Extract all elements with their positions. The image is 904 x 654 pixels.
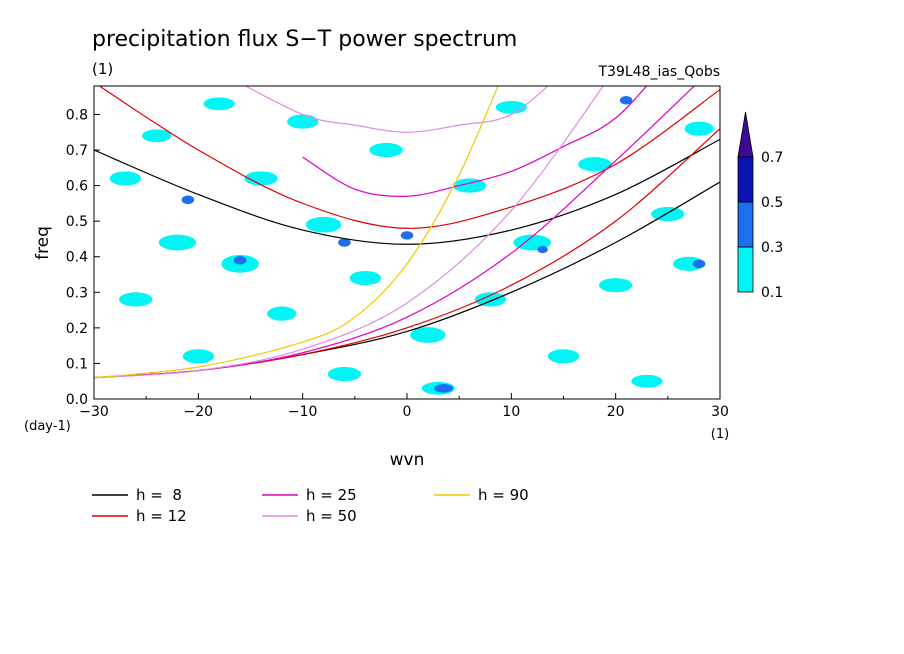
power-blob-25 [537,246,548,254]
power-blob-15 [349,270,381,286]
power-blob-0 [109,171,141,186]
power-blob-31 [651,206,685,222]
y-tick-label: 0.3 [66,285,88,301]
curve-4-branch-high [389,86,425,87]
colorbar-segment-1 [737,201,754,248]
colorbar-extend-arrow [737,111,754,158]
dispersion-curves [94,86,720,379]
power-blob-29 [619,95,633,105]
x-tick-label: 0 [403,404,412,420]
chart-subtitle-right: T39L48_ias_Qobs [597,64,720,80]
power-blob-33 [684,121,714,136]
x-tick-label: −20 [184,404,214,420]
y-axis-ticks: 0.0 0.1 0.2 0.3 0.4 0.5 0.6 0.7 0.8 [66,107,100,408]
curve-3-branch-high [244,86,549,133]
legend: h = 8 h = 12 h = 25 h = 50 h = 90 [92,486,529,525]
power-blob-1 [119,292,153,307]
legend-label: h = 50 [306,507,357,525]
power-blob-23 [495,100,527,114]
power-blob-20 [434,384,453,393]
y-tick-label: 0.7 [66,143,88,159]
curve-0-branch-high [94,138,720,245]
power-blob-27 [578,157,612,172]
x-tick-label: −10 [288,404,318,420]
x-tick-label: 10 [502,404,520,420]
power-blob-9 [244,171,278,186]
x-tick-label: 30 [711,404,729,420]
y-tick-label: 0.2 [66,321,88,337]
power-blob-8 [233,256,247,265]
curve-1-branch-high [98,86,720,229]
power-blob-5 [182,349,214,364]
power-blob-21 [452,178,487,193]
power-blob-34 [692,259,706,269]
colorbar: 0.1 0.3 0.5 0.7 [737,111,783,301]
power-blob-26 [547,349,580,364]
y-tick-label: 0.6 [66,179,88,195]
colorbar-label: 0.7 [761,150,783,166]
colorbar-label: 0.5 [761,195,783,211]
legend-label: h = 12 [136,507,187,525]
power-blob-14 [338,238,351,247]
plot-area [94,86,720,399]
power-blob-2 [141,129,172,143]
power-blob-16 [369,142,403,158]
y-tick-label: 0.0 [66,392,88,408]
power-blob-11 [287,114,319,129]
chart-subtitle-left: (1) [92,60,113,78]
power-blob-30 [631,374,663,388]
curve-3-branch-low [94,86,604,379]
colorbar-label: 0.3 [761,240,783,256]
chart-title: precipitation flux S−T power spectrum [92,27,517,52]
power-blob-13 [327,366,362,382]
power-blob-12 [305,216,342,233]
legend-label: h = 25 [306,486,357,504]
legend-label: h = 90 [478,486,529,504]
y-tick-label: 0.8 [66,107,88,123]
power-blob-10 [267,306,297,321]
colorbar-segment-0 [737,246,754,293]
power-blob-17 [400,231,414,240]
curve-4-branch-low [94,86,499,379]
y-tick-label: 0.4 [66,250,88,266]
y-tick-label: 0.1 [66,356,88,372]
power-blob-4 [181,195,195,205]
colorbar-label: 0.1 [761,285,783,301]
x-tick-label: 20 [607,404,625,420]
curve-2-branch-high [302,86,648,197]
x-axis-ticks: −30 −20 −10 0 10 20 30 [79,393,729,420]
power-blob-28 [598,278,633,293]
y-unit-label: (day-1) [24,419,71,434]
x-unit-label: (1) [711,427,729,442]
colorbar-segment-2 [737,156,754,203]
contour-fill-layer [109,95,714,395]
x-axis-label: wvn [390,450,425,470]
power-blob-22 [474,292,507,307]
legend-label: h = 8 [136,486,182,504]
y-axis-label: freq [33,226,53,260]
power-blob-6 [203,97,235,111]
power-blob-18 [410,327,446,343]
power-blob-3 [158,234,197,251]
y-tick-label: 0.5 [66,214,88,230]
x-tick-label: −30 [79,404,109,420]
